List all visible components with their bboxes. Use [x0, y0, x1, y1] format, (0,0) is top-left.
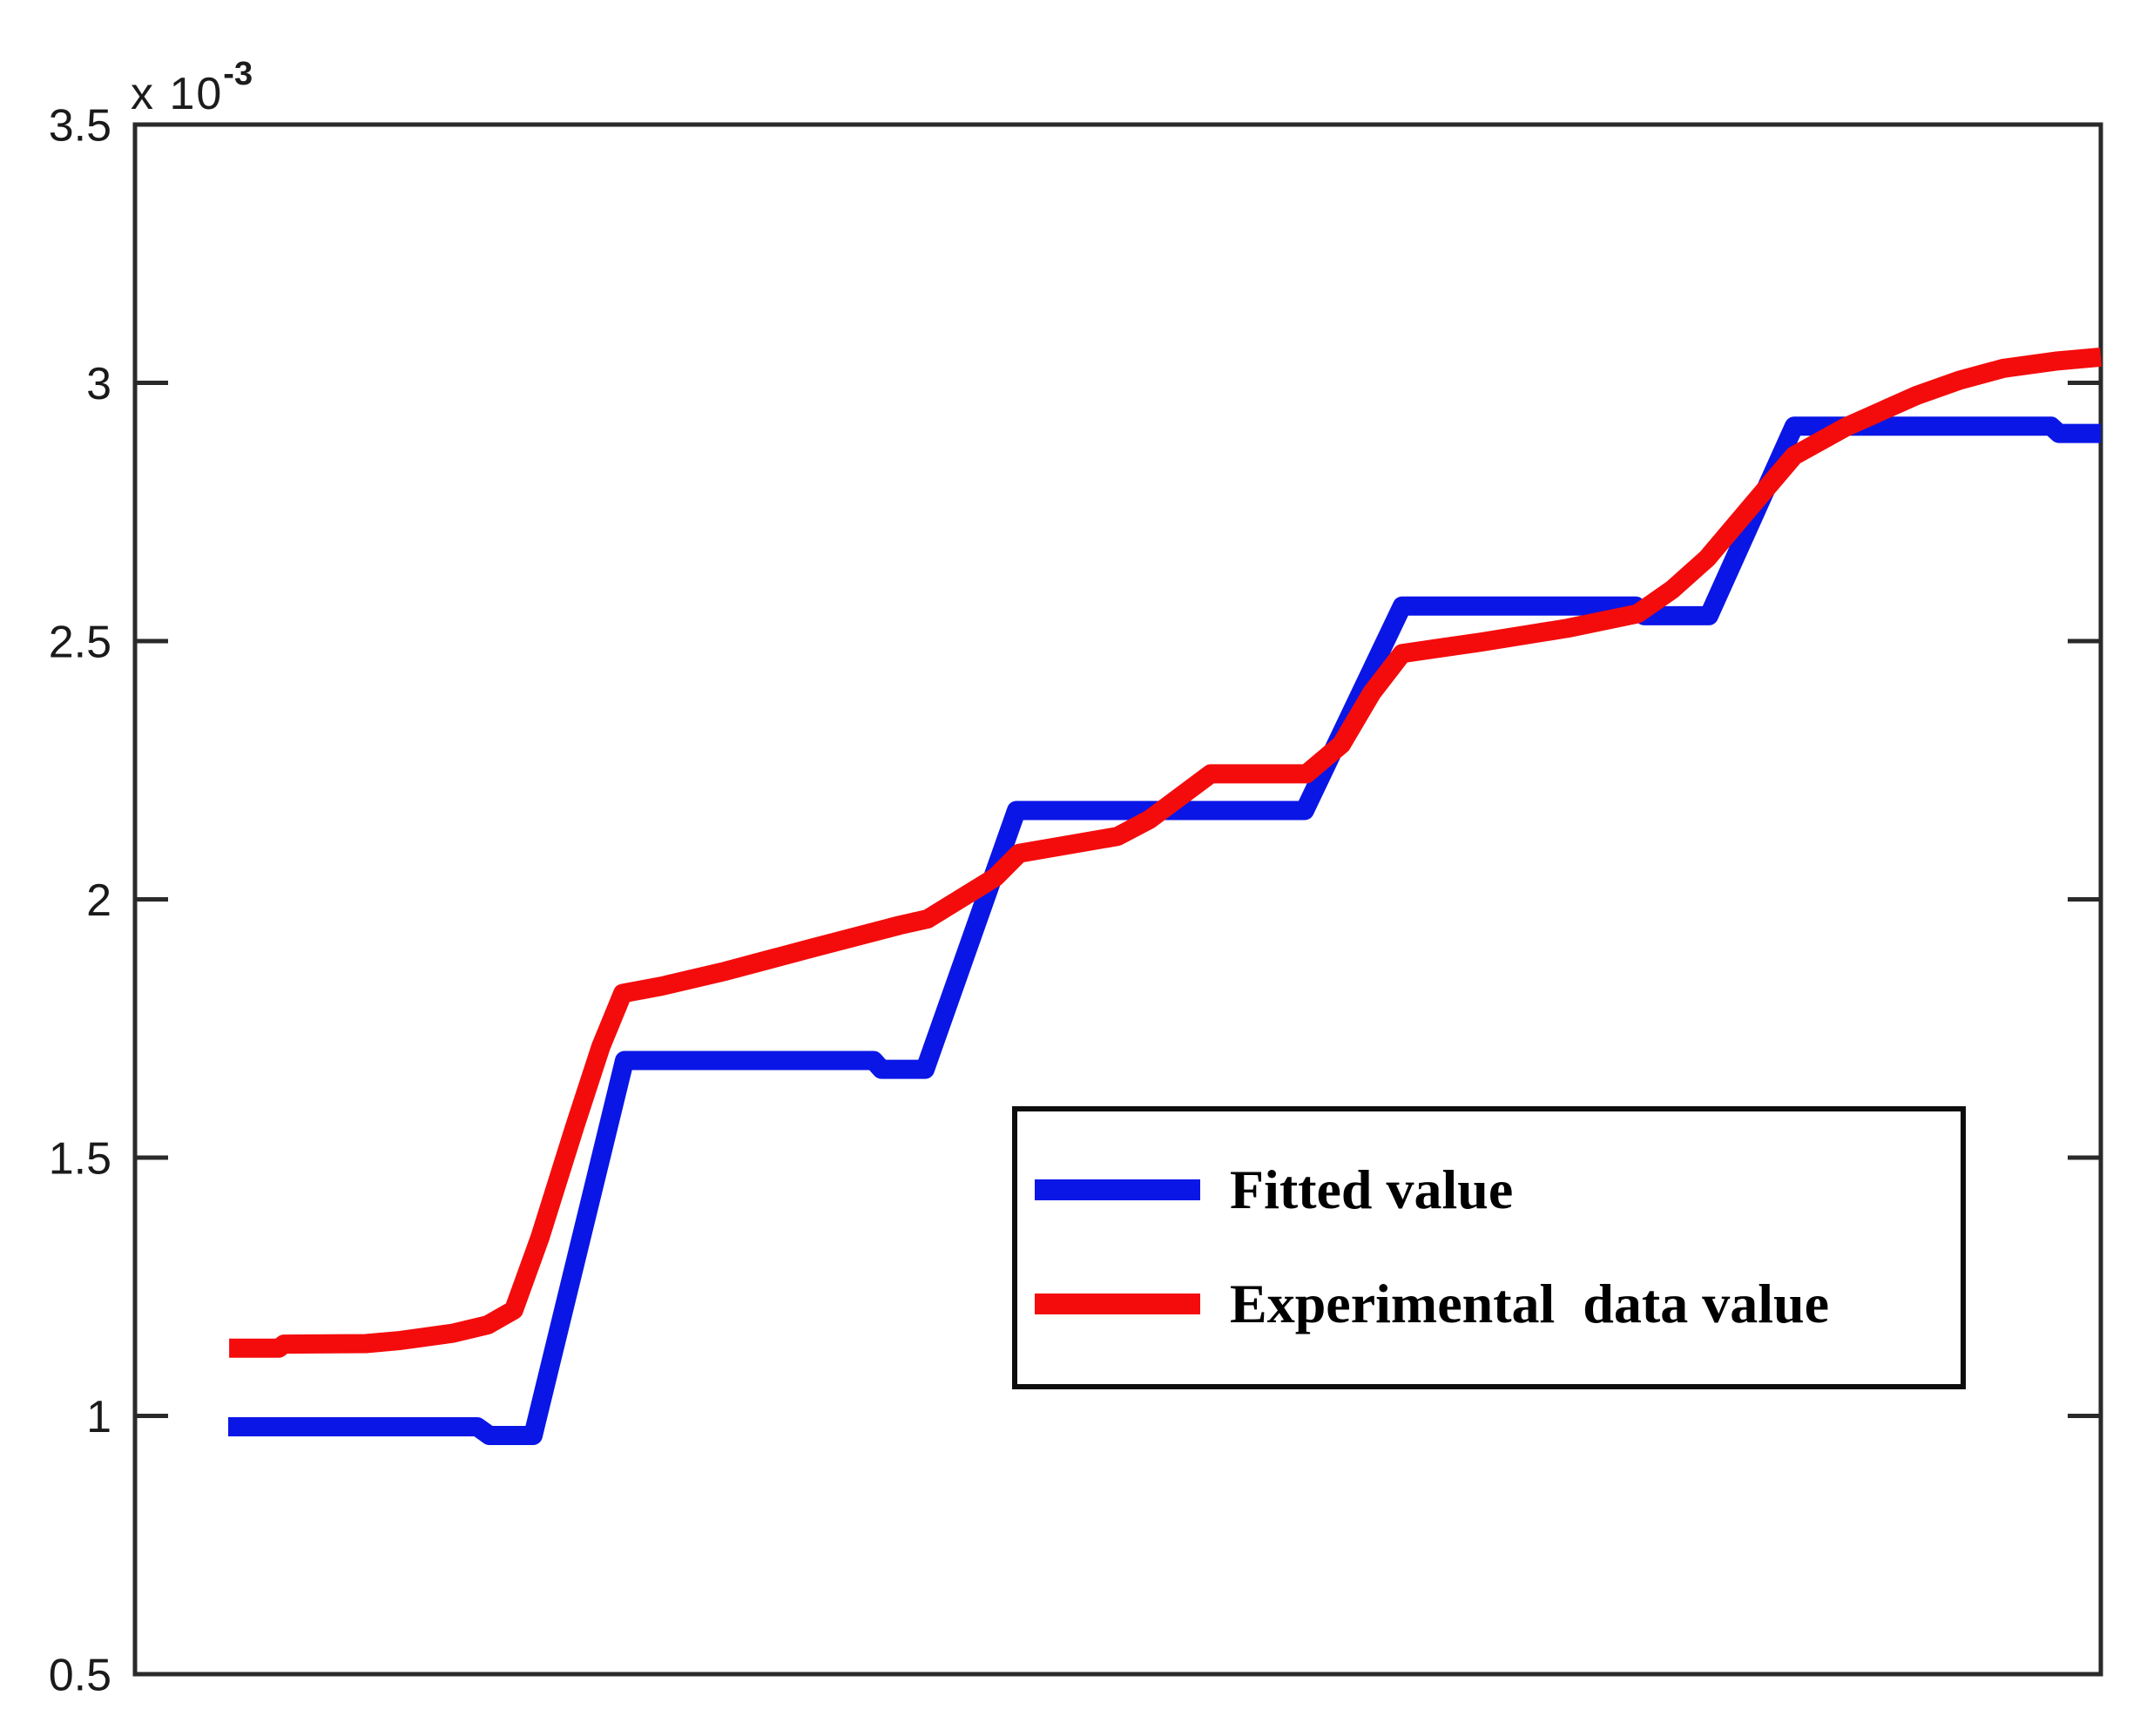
y-axis-exponent-base: x 10 — [131, 69, 224, 119]
y-tick-label: 2 — [86, 875, 111, 926]
experimental-data-line-swatch — [1035, 1294, 1200, 1314]
y-tick-label: 0.5 — [49, 1651, 111, 1701]
legend-label-experimental-data-value: Experimental data value — [1230, 1273, 1829, 1334]
legend-entry-experimental: Experimental data value — [1017, 1267, 1829, 1341]
fitted-value-line-swatch — [1035, 1179, 1200, 1200]
y-axis-exponent-power: -3 — [223, 56, 253, 92]
y-tick-label: 1 — [86, 1392, 111, 1442]
y-tick-label: 1.5 — [49, 1134, 111, 1185]
y-axis-exponent-label: x 10-3 — [131, 57, 253, 117]
axis-box — [132, 122, 2103, 1677]
y-tick-label: 3 — [86, 359, 111, 409]
experimental-data-line — [229, 347, 2102, 1358]
legend-box: Fitted value Experimental data value — [1012, 1106, 1966, 1389]
y-tick-label: 3.5 — [49, 101, 111, 152]
legend-label-fitted-value: Fitted value — [1230, 1158, 1514, 1220]
legend-entry-fitted: Fitted value — [1017, 1153, 1513, 1226]
y-tick-label: 2.5 — [49, 618, 111, 668]
